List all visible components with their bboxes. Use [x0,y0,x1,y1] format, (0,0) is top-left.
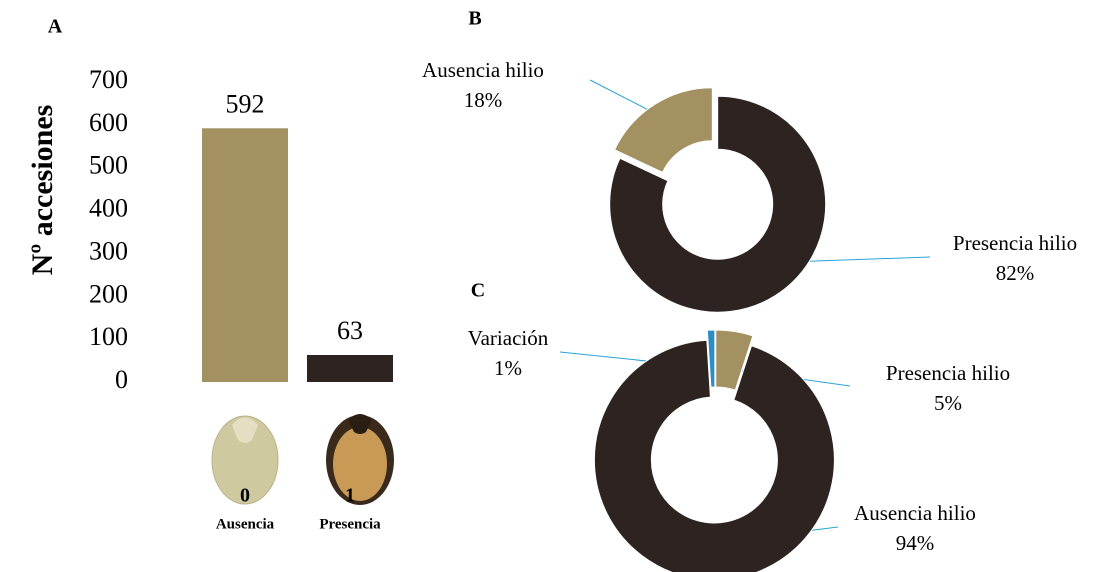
value-label: 63 [337,316,363,345]
donut-slice [609,95,827,313]
slice-name: Ausencia hilio [854,501,976,525]
y-tick-label: 200 [89,279,128,308]
slice-percent: 5% [934,391,962,415]
category-name: Ausencia [216,516,275,532]
value-label: 592 [226,89,265,118]
slice-percent: 1% [494,356,522,380]
panel-label: B [468,8,481,30]
slice-percent: 18% [464,88,503,112]
x-tick-label: 0 [240,485,250,507]
donut-slice [715,329,754,391]
panel-label: A [48,16,63,38]
y-tick-label: 0 [115,365,128,394]
x-tick-label: 1 [345,485,355,507]
category-name: Presencia [319,516,381,532]
slice-percent: 82% [996,261,1035,285]
y-tick-label: 600 [89,108,128,137]
donut-slice [613,87,713,174]
panel-label: C [471,280,485,302]
slice-percent: 94% [896,531,935,555]
slice-name: Ausencia hilio [422,58,544,82]
y-tick-label: 300 [89,236,128,265]
y-tick-label: 700 [89,65,128,94]
slice-name: Presencia hilio [953,231,1077,255]
y-axis-label: Nº accesiones [26,105,59,276]
donut-slice [706,329,716,388]
slice-name: Presencia hilio [886,361,1010,385]
y-tick-label: 500 [89,151,128,180]
slice-name: Variación [468,326,549,350]
y-tick-label: 100 [89,322,128,351]
y-tick-label: 400 [89,194,128,223]
bar [307,355,393,382]
seed-presencia [326,414,394,505]
donut-slice [593,339,835,572]
bar [202,128,288,382]
seed-ausencia [211,415,279,505]
